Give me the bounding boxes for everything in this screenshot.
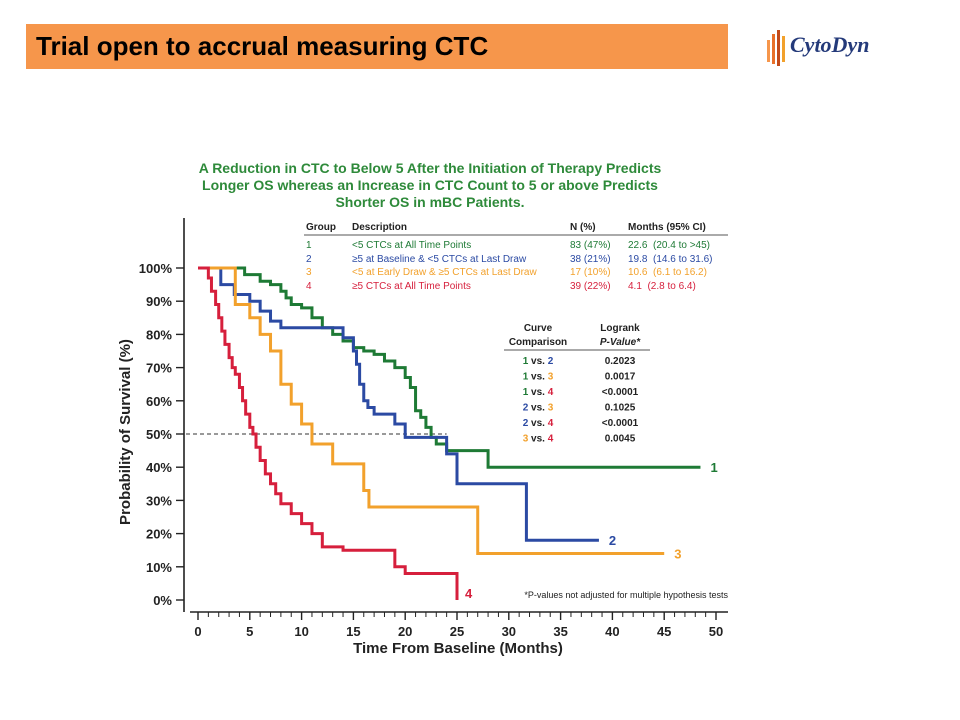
x-tick-label: 10	[294, 624, 308, 639]
logo-text: CytoDyn	[790, 32, 870, 57]
logrank-group-a: 1	[523, 387, 531, 398]
logrank-vs: vs.	[531, 356, 548, 367]
x-tick-label: 0	[194, 624, 201, 639]
logrank-group-a: 1	[523, 372, 531, 383]
logrank-group-b: 4	[548, 434, 554, 445]
group-table-cell: ≥5 at Baseline & <5 CTCs at Last Draw	[352, 254, 527, 265]
chart-title: A Reduction in CTC to Below 5 After the …	[150, 160, 710, 211]
logrank-comparison: 1 vs. 2	[523, 356, 554, 367]
group-table-cell: 2	[306, 254, 312, 265]
x-tick-label: 25	[450, 624, 464, 639]
x-tick-label: 15	[346, 624, 360, 639]
logrank-vs: vs.	[531, 387, 548, 398]
y-tick-label: 60%	[146, 394, 172, 409]
x-tick-label: 45	[657, 624, 671, 639]
y-tick-label: 40%	[146, 460, 172, 475]
y-tick-label: 80%	[146, 327, 172, 342]
chart-title-line: Shorter OS in mBC Patients.	[335, 194, 525, 210]
x-axis-label: Time From Baseline (Months)	[353, 640, 563, 657]
group-table-cell: ≥5 CTCs at All Time Points	[352, 281, 471, 292]
logrank-vs: vs.	[531, 403, 548, 414]
x-tick-label: 30	[502, 624, 516, 639]
group-table-cell: 3	[306, 267, 312, 278]
logrank-group-b: 3	[548, 403, 554, 414]
logrank-header: Curve	[524, 323, 553, 334]
logrank-group-b: 4	[548, 418, 554, 429]
logrank-comparison: 3 vs. 4	[523, 434, 554, 445]
logrank-header: Comparison	[509, 337, 567, 348]
group-table-cell: 4.1 (2.8 to 6.4)	[628, 281, 696, 292]
logrank-p-value: 0.0045	[605, 434, 636, 445]
x-tick-label: 20	[398, 624, 412, 639]
logrank-vs: vs.	[531, 434, 548, 445]
group-table-cell: 17 (10%)	[570, 267, 611, 278]
chart-title-line: Longer OS whereas an Increase in CTC Cou…	[202, 177, 658, 193]
curve-end-label-1: 1	[710, 460, 717, 475]
group-table-header: Description	[352, 222, 407, 233]
group-table-cell: 22.6 (20.4 to >45)	[628, 240, 710, 251]
footnote: *P-values not adjusted for multiple hypo…	[524, 590, 728, 600]
group-table-cell: <5 at Early Draw & ≥5 CTCs at Last Draw	[352, 267, 537, 278]
logrank-p-value: <0.0001	[602, 418, 639, 429]
slide-title: Trial open to accrual measuring CTC	[36, 31, 489, 61]
group-table-cell: 39 (22%)	[570, 281, 611, 292]
survival-curve-group-2	[198, 266, 599, 542]
x-tick-label: 5	[246, 624, 253, 639]
y-tick-label: 50%	[146, 427, 172, 442]
y-tick-label: 10%	[146, 560, 172, 575]
logrank-group-a: 3	[523, 434, 531, 445]
group-table-header: Group	[306, 222, 336, 233]
logrank-vs: vs.	[531, 418, 548, 429]
group-table-cell: 19.8 (14.6 to 31.6)	[628, 254, 713, 265]
logrank-header: Logrank	[600, 323, 640, 334]
logrank-p-value: 0.2023	[605, 356, 636, 367]
logrank-table: Curve Comparison Logrank P-Value*	[504, 323, 650, 351]
chart-title-line: A Reduction in CTC to Below 5 After the …	[198, 160, 662, 176]
survival-curve-group-4	[198, 266, 459, 600]
logrank-vs: vs.	[531, 372, 548, 383]
group-table-cell: 38 (21%)	[570, 254, 611, 265]
group-table-header: N (%)	[570, 222, 596, 233]
logrank-p-value: 0.1025	[605, 403, 636, 414]
y-tick-label: 70%	[146, 361, 172, 376]
logrank-group-a: 2	[523, 403, 531, 414]
group-table-header: Months (95% CI)	[628, 222, 706, 233]
x-tick-label: 40	[605, 624, 619, 639]
logrank-p-value: <0.0001	[602, 387, 639, 398]
curve-end-label-3: 3	[674, 547, 681, 562]
x-tick-label: 35	[553, 624, 567, 639]
y-tick-label: 90%	[146, 294, 172, 309]
y-tick-label: 100%	[139, 261, 173, 276]
group-table: Group Description N (%) Months (95% CI) …	[304, 222, 728, 292]
y-tick-label: 20%	[146, 527, 172, 542]
y-axis-label: Probability of Survival (%)	[117, 339, 134, 525]
logrank-comparison: 1 vs. 4	[523, 387, 554, 398]
group-table-cell: 1	[306, 240, 312, 251]
x-tick-label: 50	[709, 624, 723, 639]
logrank-comparison: 2 vs. 4	[523, 418, 554, 429]
slide-title-bar: Trial open to accrual measuring CTC	[26, 24, 728, 69]
logrank-group-b: 4	[548, 387, 554, 398]
logrank-group-a: 2	[523, 418, 531, 429]
group-table-cell: 10.6 (6.1 to 16.2)	[628, 267, 707, 278]
y-tick-label: 0%	[153, 593, 172, 608]
curve-end-label-4: 4	[465, 586, 473, 601]
logrank-group-b: 3	[548, 372, 554, 383]
curve-end-label-2: 2	[609, 533, 616, 548]
logrank-group-a: 1	[523, 356, 531, 367]
y-tick-label: 30%	[146, 493, 172, 508]
logo-bars-icon	[767, 30, 785, 66]
group-table-cell: 4	[306, 281, 312, 292]
logrank-comparison: 1 vs. 3	[523, 372, 554, 383]
logrank-p-value: 0.0017	[605, 372, 636, 383]
logrank-header: P-Value*	[600, 337, 641, 348]
survival-curve-group-3	[198, 266, 665, 556]
group-table-cell: 83 (47%)	[570, 240, 611, 251]
logrank-group-b: 2	[548, 356, 554, 367]
group-table-cell: <5 CTCs at All Time Points	[352, 240, 471, 251]
cytodyn-logo: CytoDyn	[766, 24, 896, 70]
survival-curve-group-1	[198, 266, 701, 469]
logrank-comparison: 2 vs. 3	[523, 403, 554, 414]
